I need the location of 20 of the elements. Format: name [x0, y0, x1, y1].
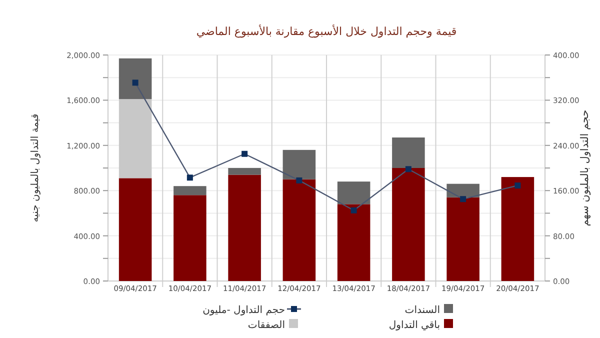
bar: [282, 150, 316, 180]
bar: [392, 137, 425, 168]
bar: [174, 186, 206, 196]
bar: [501, 177, 534, 281]
bar: [228, 174, 261, 281]
legend-label: السندات: [404, 305, 440, 316]
bar: [446, 184, 480, 198]
legend-label: حجم التداول -مليون: [202, 305, 285, 316]
bar: [392, 168, 425, 281]
bar: [337, 182, 370, 204]
bar: [282, 179, 316, 281]
bar: [337, 204, 370, 281]
legend-label: الصفقات: [248, 320, 285, 331]
bar: [228, 168, 261, 175]
y-axis-title: قيمة التداول بالمليون جنيه: [30, 114, 41, 222]
bar: [174, 195, 206, 281]
chart-title: قيمة وحجم التداول خلال الأسبوع مقارنة بالأسبوع الماضي: [196, 24, 457, 38]
bar: [446, 197, 480, 281]
y2-axis-title: حجم التداول بالمليون سهم: [579, 110, 591, 226]
legend-label: باقي التداول: [388, 320, 440, 331]
